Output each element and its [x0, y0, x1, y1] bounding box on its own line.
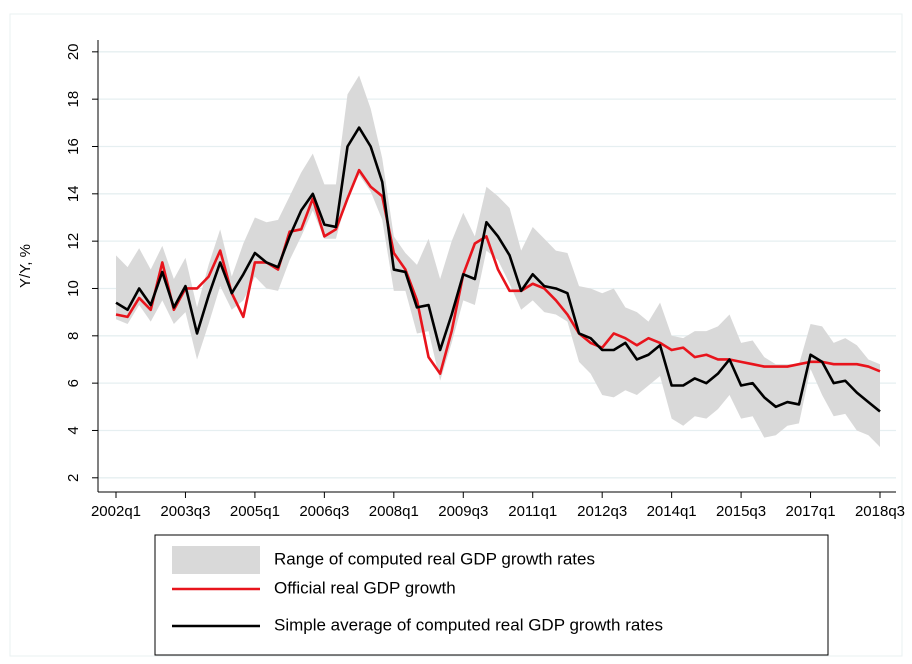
legend-label: Simple average of computed real GDP grow… — [274, 615, 663, 634]
y-tick-label: 10 — [65, 280, 82, 297]
x-tick-label: 2002q1 — [91, 503, 141, 520]
x-tick-label: 2014q1 — [647, 503, 697, 520]
y-tick-label: 12 — [65, 233, 82, 250]
y-tick-label: 8 — [65, 332, 82, 340]
x-tick-label: 2008q1 — [369, 503, 419, 520]
x-tick-label: 2003q3 — [160, 503, 210, 520]
x-tick-label: 2012q3 — [577, 503, 627, 520]
range-band — [116, 75, 880, 448]
x-tick-label: 2011q1 — [508, 503, 557, 520]
legend-label: Range of computed real GDP growth rates — [274, 549, 595, 568]
series-line — [115, 168, 881, 375]
y-tick-label: 4 — [65, 426, 82, 434]
x-tick-label: 2009q3 — [438, 503, 488, 520]
x-tick-label: 2015q3 — [716, 503, 766, 520]
x-tick-label: 2005q1 — [230, 503, 280, 520]
x-tick-label: 2006q3 — [299, 503, 349, 520]
y-tick-label: 20 — [65, 43, 82, 60]
series-line — [115, 126, 881, 413]
y-tick-label: 2 — [65, 474, 82, 482]
x-tick-label: 2017q1 — [786, 503, 836, 520]
y-tick-label: 14 — [65, 185, 82, 202]
y-tick-label: 16 — [65, 138, 82, 155]
legend-swatch — [172, 546, 260, 574]
y-tick-label: 18 — [65, 91, 82, 108]
legend-label: Official real GDP growth — [274, 578, 456, 597]
x-tick-label: 2018q3 — [855, 503, 905, 520]
legend-box — [154, 534, 829, 656]
y-tick-label: 6 — [65, 379, 82, 387]
y-axis-label: Y/Y, % — [17, 244, 34, 288]
